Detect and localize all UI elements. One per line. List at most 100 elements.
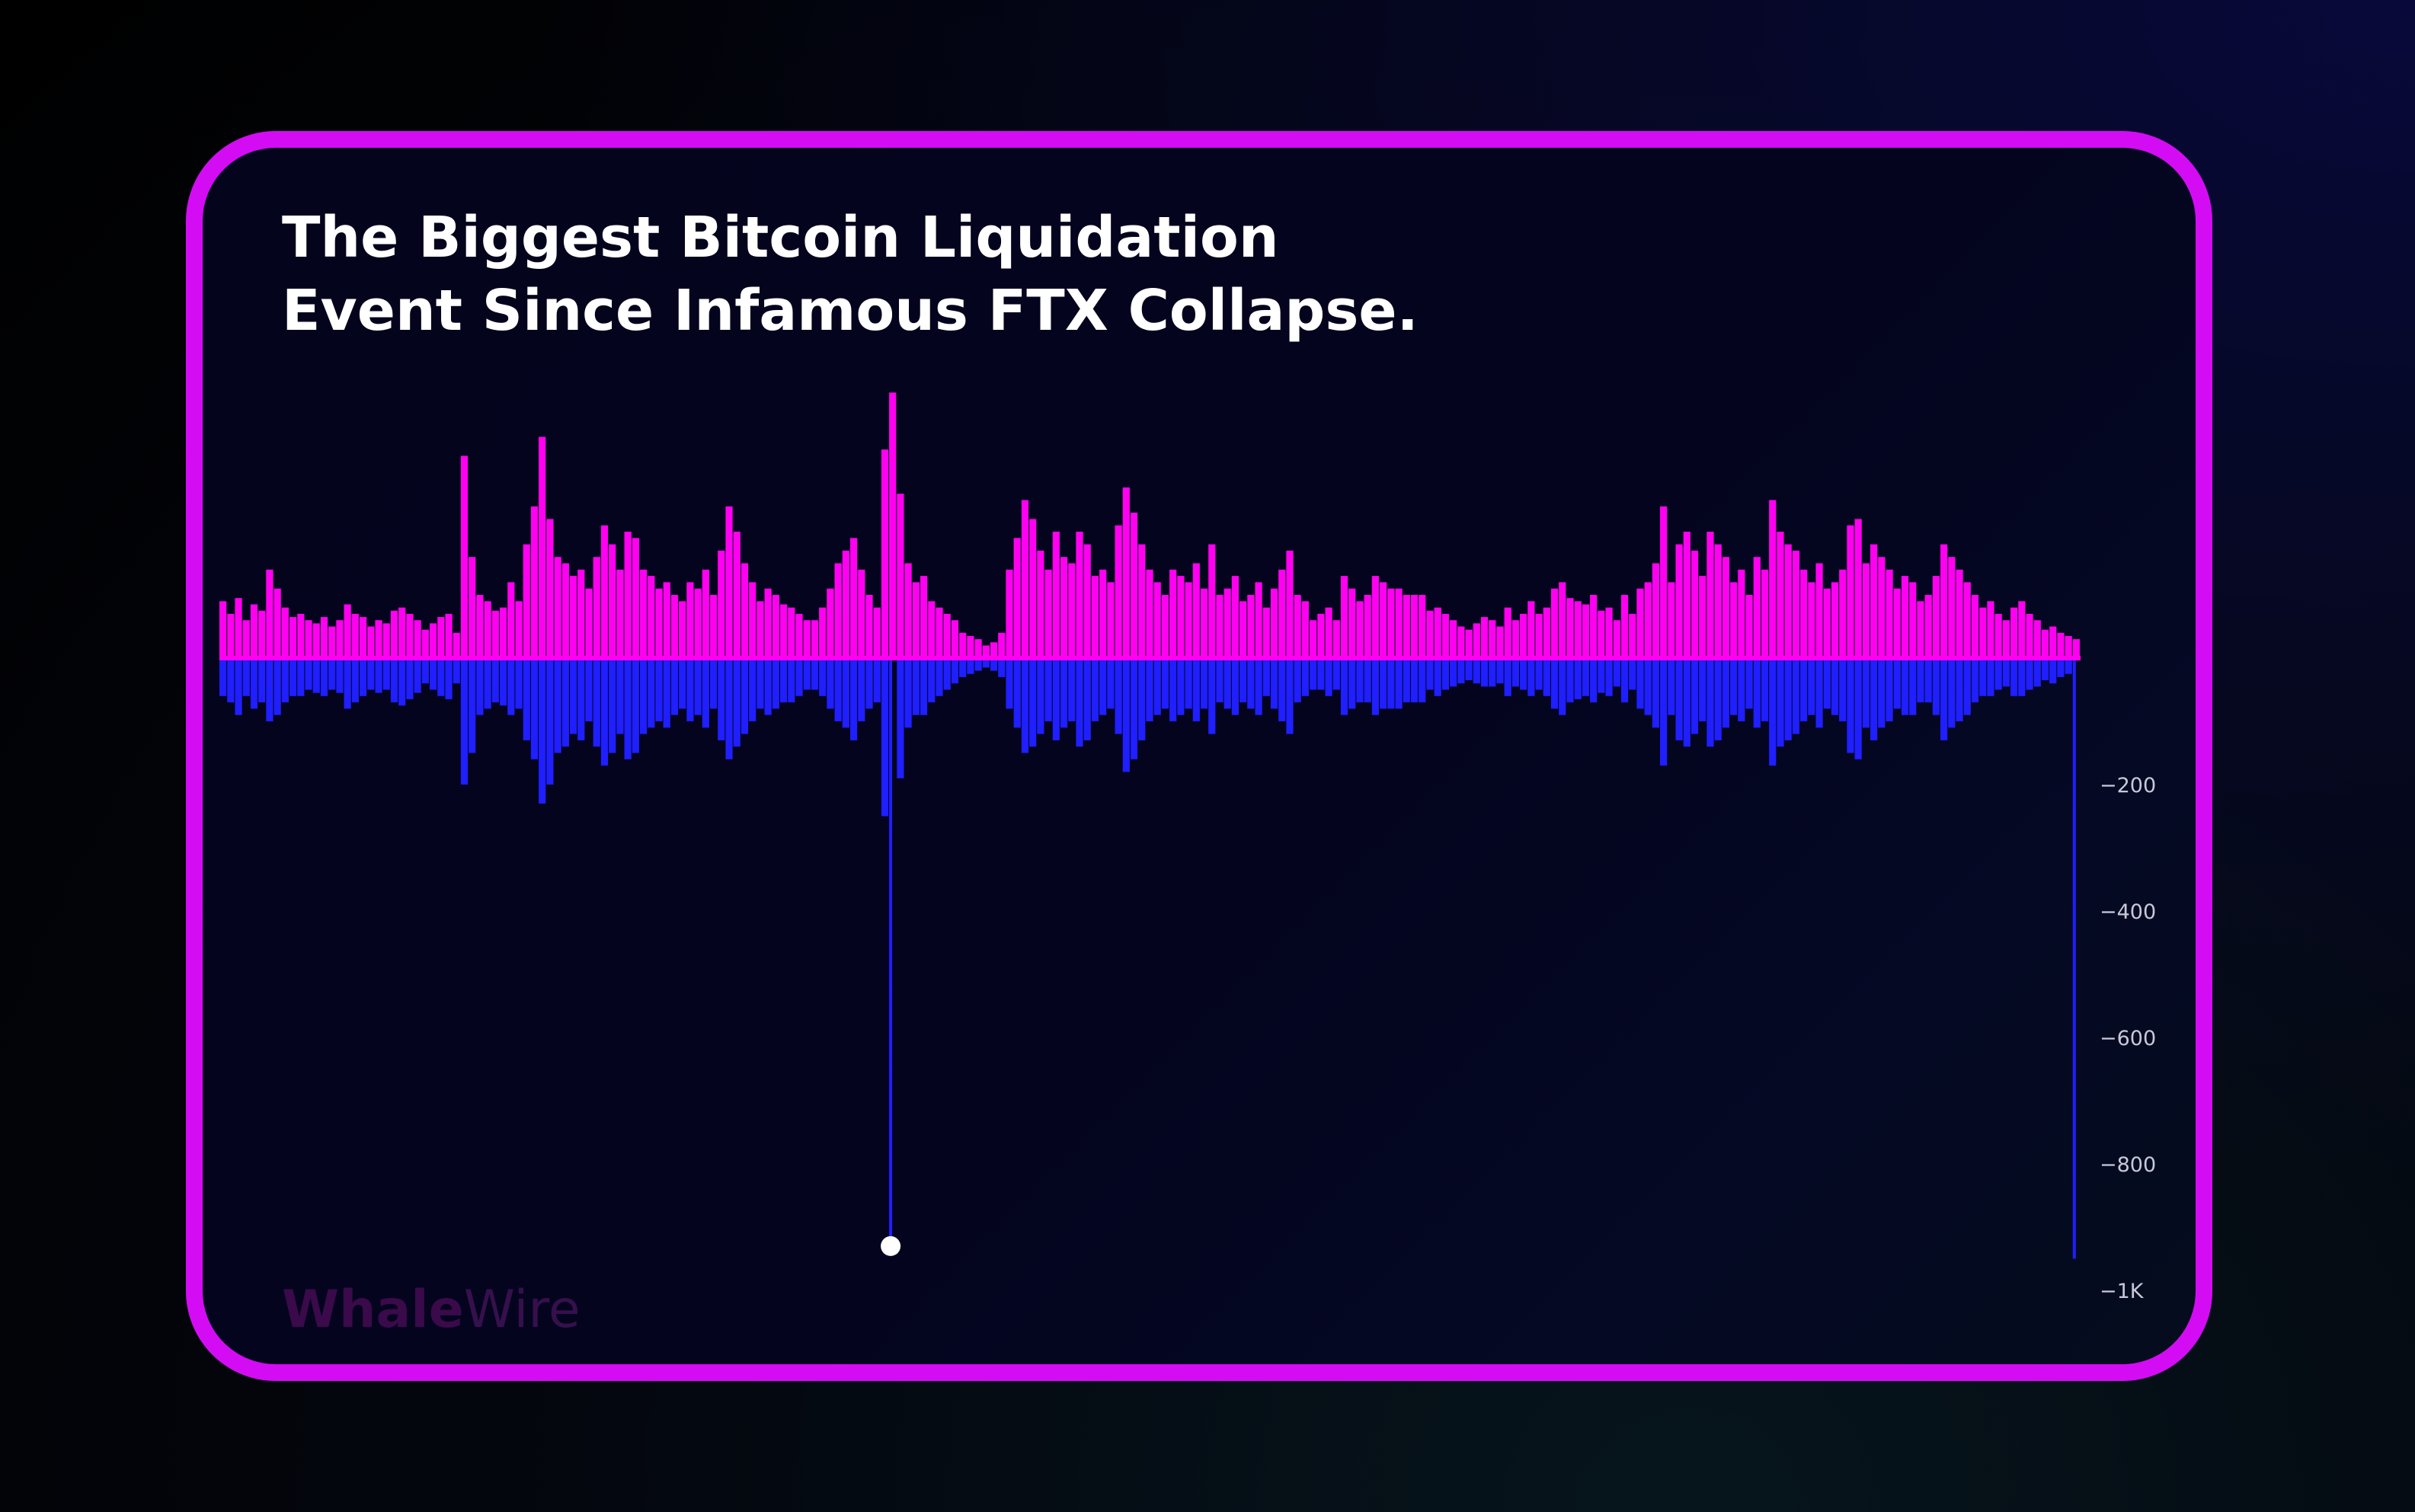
bar-positive (593, 557, 600, 658)
bar-negative (554, 658, 561, 753)
bar-positive (1052, 532, 1060, 658)
bar-negative (1730, 658, 1738, 715)
bar-positive (904, 563, 912, 658)
bar-positive (834, 563, 842, 658)
bar-negative (788, 658, 795, 703)
bar-positive (1006, 569, 1013, 658)
bar-positive (648, 576, 655, 658)
bar-positive (1769, 500, 1777, 658)
bar-positive (624, 532, 632, 658)
bar-negative (1636, 658, 1644, 709)
bar-negative (1932, 658, 1940, 715)
bar-negative (1792, 658, 1799, 734)
bar-negative (998, 658, 1006, 677)
bar-positive (453, 632, 460, 658)
bar-positive (795, 613, 803, 658)
bar-negative (1060, 658, 1068, 728)
bar-negative (648, 658, 655, 728)
y-tick-label: −600 (2100, 1027, 2156, 1050)
bar-positive (1325, 607, 1332, 658)
bar-negative (803, 658, 811, 690)
bar-positive (515, 601, 523, 658)
bar-negative (1395, 658, 1403, 709)
bar-negative (1473, 658, 1480, 684)
bar-positive (1239, 601, 1247, 658)
bar-positive (1909, 582, 1917, 658)
bar-positive (1496, 626, 1504, 658)
bar-negative (624, 658, 632, 759)
title-line-1: The Biggest Bitcoin Liquidation (282, 205, 1279, 270)
y-tick-label: −200 (2100, 774, 2156, 798)
y-tick-label: −1K (2100, 1280, 2145, 1303)
bar-positive (1122, 487, 1130, 658)
bar-negative (1496, 658, 1504, 684)
bar-positive (1722, 557, 1729, 658)
bar-positive (1380, 582, 1387, 658)
bar-negative (1520, 658, 1527, 690)
bar-negative (1629, 658, 1636, 690)
bar-negative (1784, 658, 1792, 740)
bar-negative (943, 658, 951, 690)
bar-positive (1917, 601, 1924, 658)
bar-negative (1598, 658, 1605, 693)
bar-positive (1878, 557, 1886, 658)
bar-negative (312, 658, 320, 693)
bar-positive (709, 595, 718, 658)
zero-baseline (219, 656, 2081, 660)
bar-positive (849, 538, 858, 658)
bar-positive (1356, 601, 1364, 658)
bar-positive (2041, 629, 2049, 658)
bar-negative (1987, 658, 1994, 696)
bar-positive (491, 610, 499, 658)
bar-positive (1932, 576, 1940, 658)
bar-positive (1450, 620, 1457, 658)
bar-negative (1450, 658, 1457, 687)
bar-positive (1979, 607, 1987, 658)
bar-negative (1559, 658, 1566, 715)
bar-positive (2026, 613, 2033, 658)
bar-negative (1893, 658, 1901, 709)
bar-positive (600, 525, 609, 658)
bar-negative (351, 658, 359, 703)
bar-negative (219, 658, 227, 696)
bar-positive (1465, 629, 1473, 658)
bar-negative (679, 658, 686, 709)
bar-negative (336, 658, 344, 693)
bar-negative (881, 658, 889, 817)
bar-positive (242, 620, 250, 658)
bar-negative (1706, 658, 1714, 747)
bar-negative (1956, 658, 1963, 721)
bar-positive (1535, 613, 1543, 658)
bar-negative (250, 658, 258, 709)
bar-negative (1231, 658, 1239, 715)
bar-negative (242, 658, 250, 696)
bar-positive (974, 639, 982, 658)
bar-positive (1784, 544, 1792, 658)
bar-negative (2026, 658, 2033, 690)
bar-positive (484, 601, 491, 658)
bar-positive (1278, 569, 1286, 658)
bar-negative (1169, 658, 1177, 721)
bar-negative (663, 658, 670, 728)
bar-negative (1714, 658, 1722, 740)
bar-positive (1310, 620, 1317, 658)
bar-negative (1332, 658, 1340, 690)
bar-positive (1940, 544, 1948, 658)
bar-negative (928, 658, 936, 703)
bar-negative (936, 658, 943, 696)
bar-positive (2057, 632, 2065, 658)
bar-positive (1847, 525, 1854, 658)
bar-negative (593, 658, 600, 747)
bar-positive (1480, 617, 1489, 658)
bar-positive (585, 588, 593, 658)
bar-negative (670, 658, 679, 715)
bar-negative (453, 658, 460, 684)
bar-positive (1091, 576, 1099, 658)
bar-negative (421, 658, 429, 684)
bar-negative (1917, 658, 1924, 703)
bar-positive (1777, 532, 1784, 658)
bar-negative (1605, 658, 1613, 696)
bar-positive (616, 569, 624, 658)
bar-positive (1660, 506, 1668, 658)
bar-negative (359, 658, 367, 696)
